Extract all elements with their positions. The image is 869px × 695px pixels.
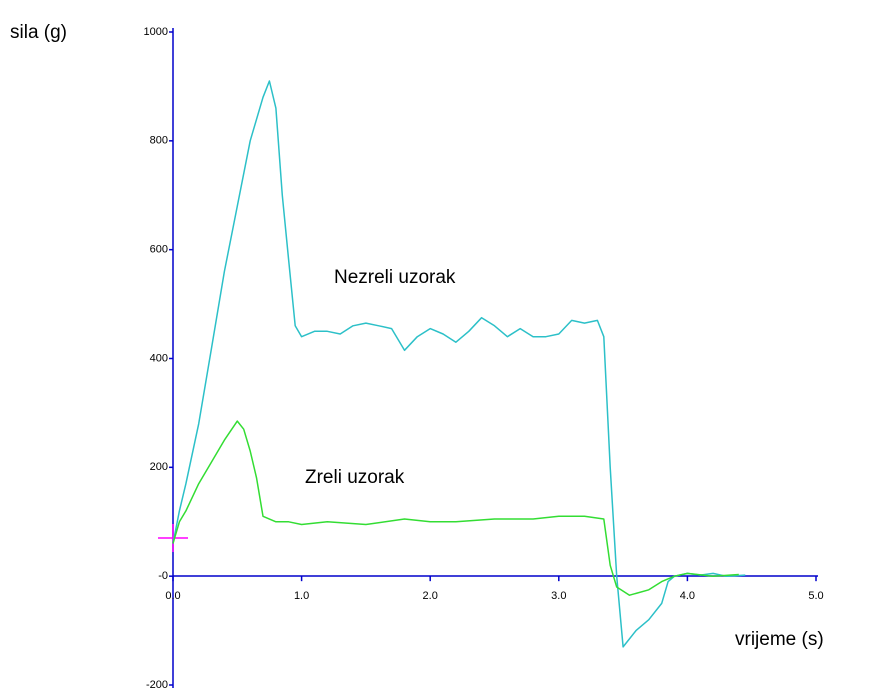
annotation: Zreli uzorak	[305, 467, 405, 488]
x-tick-label: 3.0	[551, 590, 566, 602]
y-tick-label: -0	[158, 570, 168, 582]
cursor	[158, 524, 188, 552]
y-tick-label: 400	[150, 352, 168, 364]
x-axis-label: vrijeme (s)	[735, 629, 824, 650]
y-tick-label: -200	[146, 679, 168, 691]
x-tick-label: 0.0	[165, 590, 180, 602]
y-tick-label: 200	[150, 461, 168, 473]
x-tick-label: 1.0	[294, 590, 309, 602]
y-axis-label: sila (g)	[10, 22, 67, 43]
x-tick-label: 2.0	[423, 590, 438, 602]
x-tick-label: 4.0	[680, 590, 695, 602]
y-tick-label: 800	[150, 135, 168, 147]
y-tick-label: 600	[150, 244, 168, 256]
x-tick-label: 5.0	[808, 590, 823, 602]
y-tick-label: 1000	[144, 26, 168, 38]
annotation: Nezreli uzorak	[334, 267, 456, 288]
series-line	[172, 80, 746, 648]
series-line	[172, 420, 739, 596]
